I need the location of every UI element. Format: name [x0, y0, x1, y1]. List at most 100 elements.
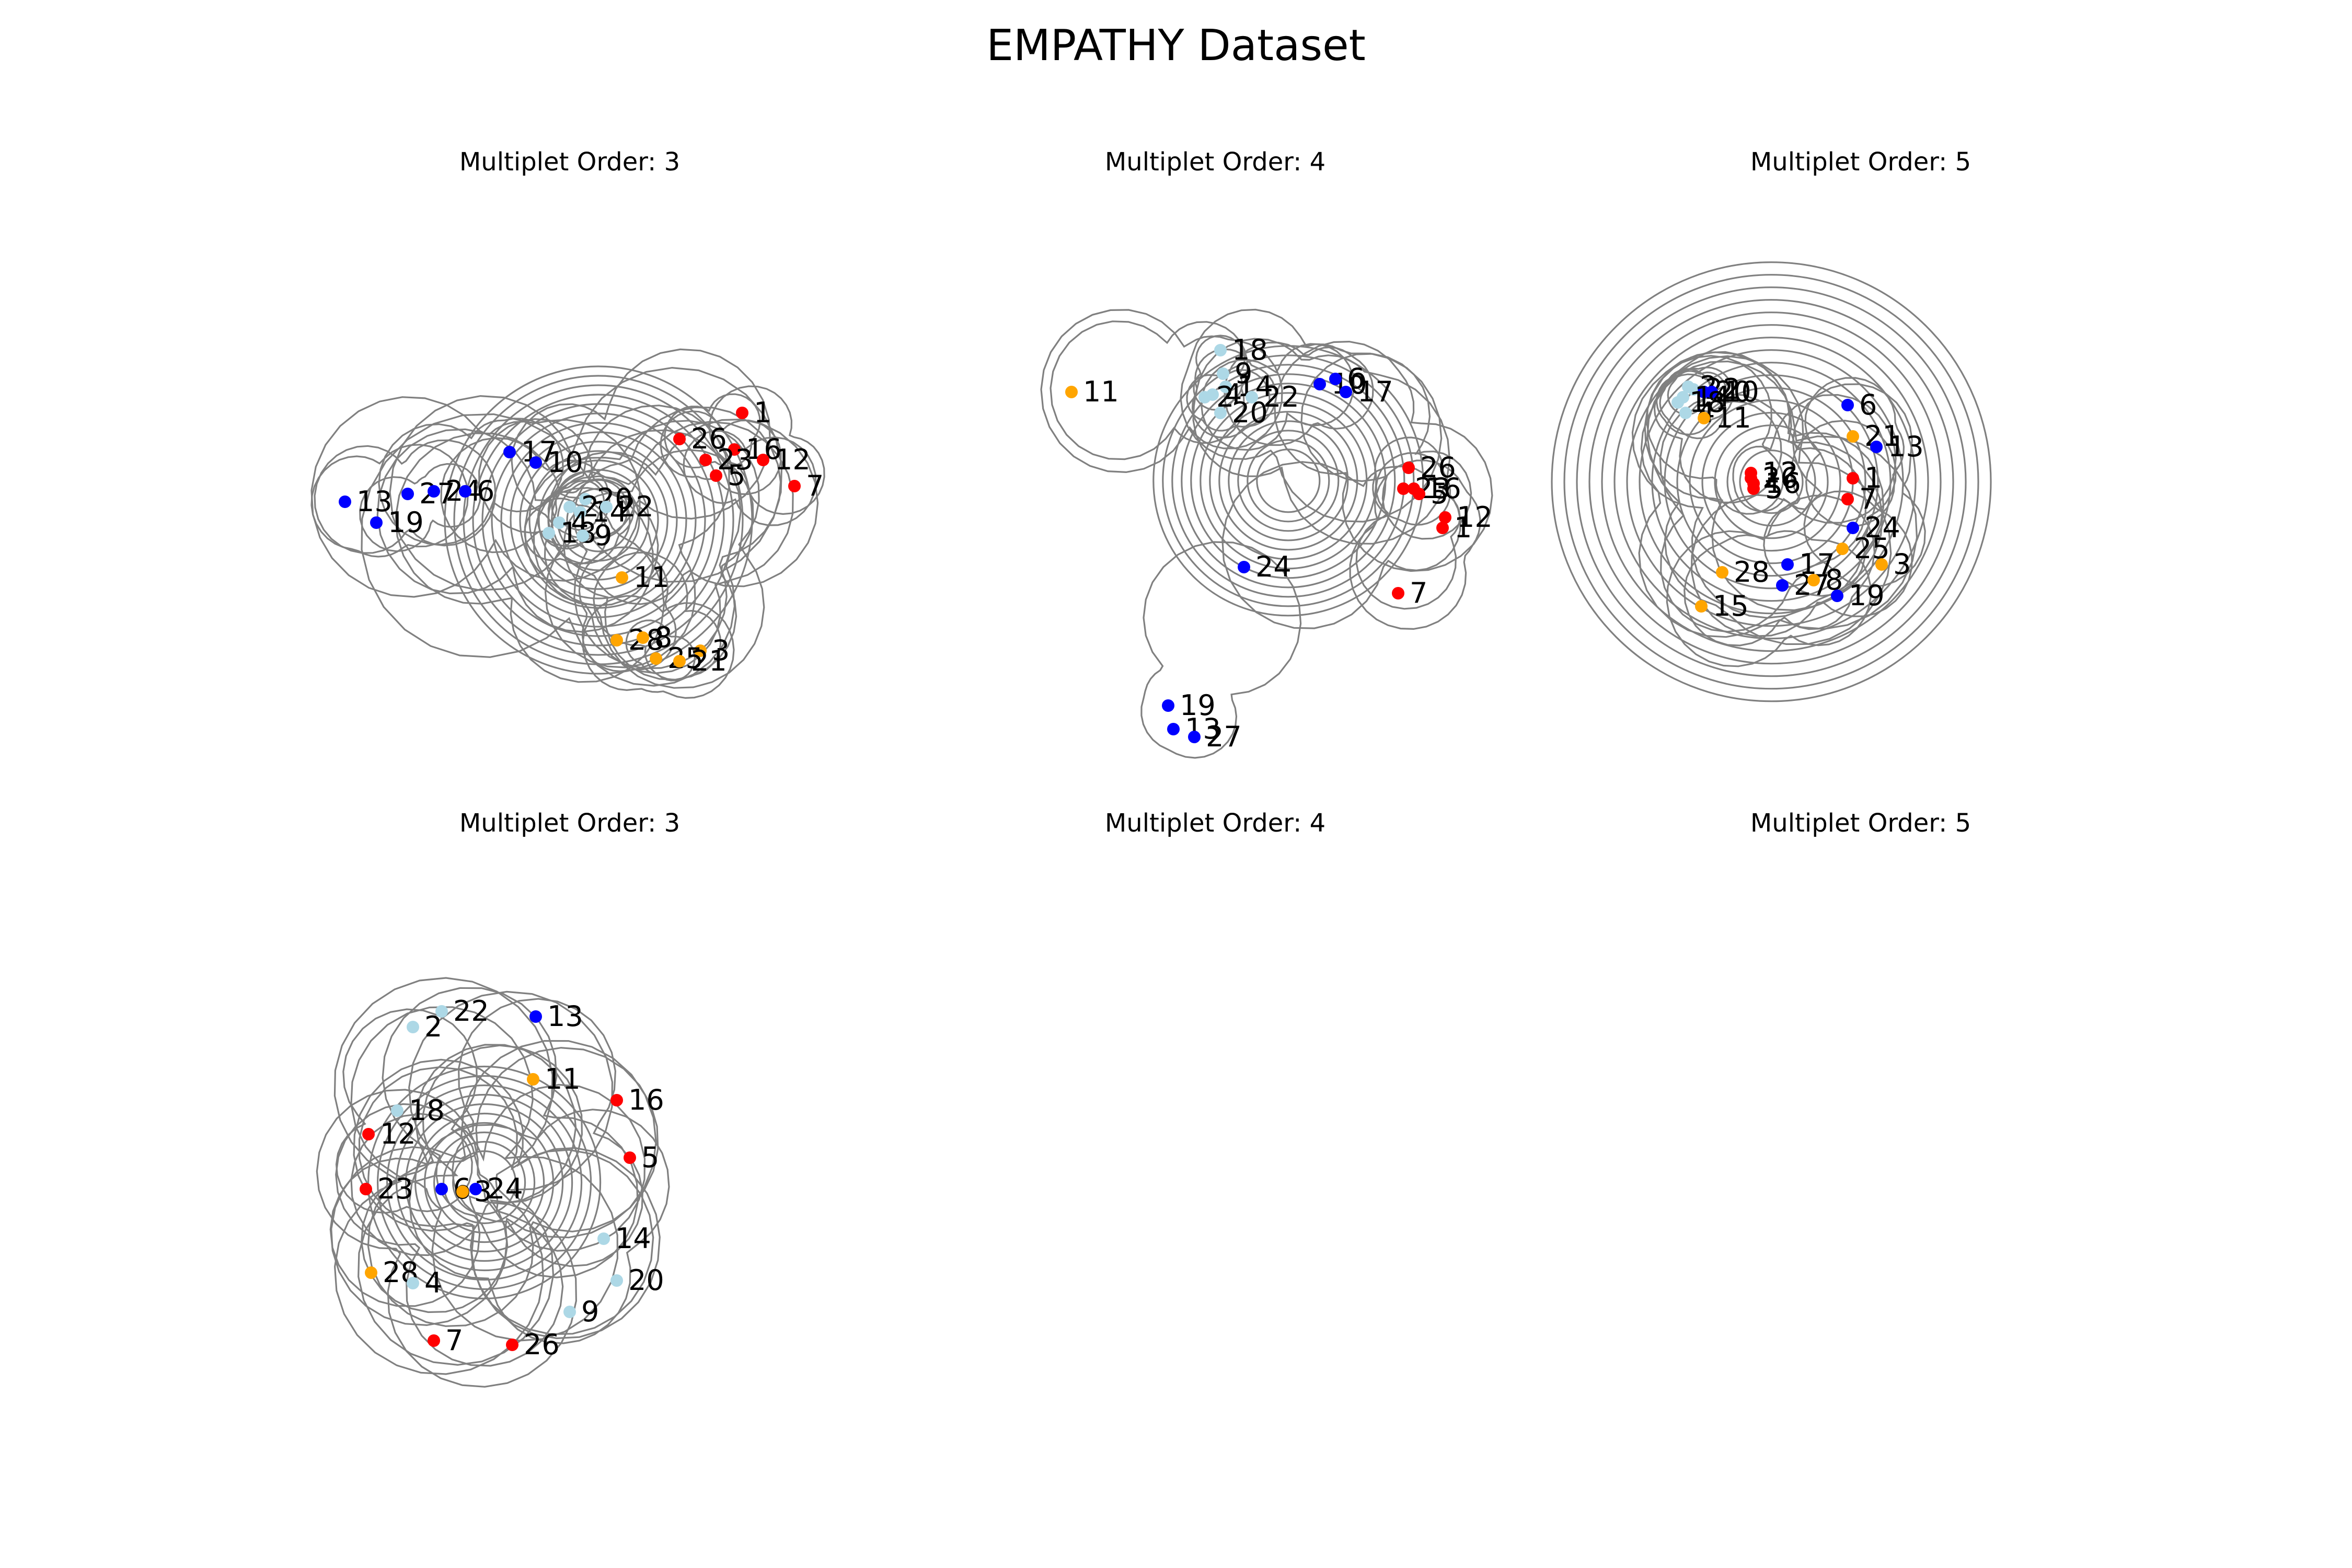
- hyperedge-ring: [414, 1112, 555, 1253]
- node-label-1: 1: [1864, 462, 1882, 494]
- node-label-18: 18: [409, 1094, 445, 1127]
- hypergraph-drawing-empty: [1537, 839, 2185, 1414]
- panel-multiplet-order-4-top: Multiplet Order: 4 18 9 14 4 2 22 20 11 10 6 17 26 2…: [891, 147, 1539, 759]
- hyperedge-ring: [1237, 430, 1340, 532]
- hyperedge-ring: [547, 469, 650, 571]
- node-label-19: 19: [388, 506, 424, 539]
- node-23: [360, 1183, 372, 1195]
- node-18: [391, 1104, 403, 1117]
- node-28: [610, 634, 623, 647]
- hyperedge-outline: [1372, 436, 1451, 526]
- node-label-9: 9: [581, 1295, 599, 1328]
- hyperedge-outline: [1646, 355, 1892, 645]
- node-label-14: 14: [1694, 381, 1731, 413]
- hyperedge-outline: [440, 437, 610, 554]
- hyperedge-ring: [1639, 349, 1904, 615]
- node-7: [428, 1334, 440, 1347]
- node-3: [694, 644, 707, 657]
- node-label-24: 24: [1864, 511, 1900, 544]
- node-label-12: 12: [775, 443, 811, 476]
- hyperedge-ring: [1247, 439, 1330, 523]
- node-9: [563, 1306, 576, 1318]
- node-7: [788, 480, 801, 492]
- node-20: [579, 493, 592, 505]
- node-label-6: 6: [477, 475, 494, 508]
- node-label-20: 20: [628, 1264, 664, 1297]
- hyperedge-ring: [405, 1103, 564, 1262]
- hyperedge-ring: [463, 384, 734, 656]
- node-label-26: 26: [691, 422, 727, 455]
- hyperedge-outline: [524, 420, 765, 689]
- hyperedge-ring: [1664, 374, 1879, 590]
- nodes: 2221311161812563242314282049726: [360, 995, 664, 1361]
- node-label-5: 5: [728, 459, 745, 492]
- node-26: [506, 1339, 518, 1351]
- node-17: [503, 446, 516, 458]
- node-6: [435, 1183, 448, 1195]
- node-22: [435, 1005, 448, 1018]
- node-label-13: 13: [356, 485, 393, 518]
- hyperedge-ring: [1162, 354, 1415, 607]
- node-19: [1162, 699, 1174, 712]
- node-label-26: 26: [1420, 451, 1456, 484]
- hyperedge-outline: [1040, 309, 1283, 474]
- hyperedge-ring: [1551, 261, 1992, 702]
- node-21: [673, 655, 686, 667]
- node-28: [1716, 566, 1728, 579]
- hypergraph-drawing: 2221311161812563242314282049726: [316, 977, 670, 1388]
- node-label-2: 2: [581, 490, 599, 523]
- node-26: [673, 433, 686, 445]
- hyperedge-ring: [443, 1140, 526, 1225]
- node-17: [1340, 386, 1352, 398]
- node-15: [1695, 600, 1708, 613]
- hyperedges: [1040, 308, 1493, 759]
- node-10: [529, 456, 542, 469]
- node-4: [1679, 407, 1692, 419]
- hyperedge-outline: [1646, 355, 1784, 515]
- hyperedge-outline: [1644, 351, 1885, 612]
- panel-title: Multiplet Order: 5: [1750, 147, 1971, 177]
- hyperedge-ring: [566, 488, 631, 552]
- node-9: [1217, 367, 1229, 380]
- node-label-22: 22: [1263, 381, 1299, 413]
- node-label-23: 23: [377, 1172, 413, 1205]
- hyperedge-ring: [1218, 411, 1358, 551]
- node-label-23: 23: [717, 443, 753, 476]
- node-11: [1698, 412, 1710, 424]
- node-label-4: 4: [424, 1266, 442, 1299]
- node-label-26: 26: [524, 1328, 560, 1361]
- hyperedge-ring: [1576, 286, 1967, 677]
- panel-multiplet-order-4-bottom: Multiplet Order: 4: [891, 809, 1539, 1398]
- node-5: [1747, 482, 1760, 495]
- hyperedge-ring: [386, 1084, 583, 1281]
- node-16: [610, 1094, 623, 1106]
- node-20: [1214, 407, 1227, 419]
- hyperedge-ring: [528, 450, 668, 590]
- node-8: [637, 631, 649, 644]
- hyperedge-ring: [452, 1150, 517, 1215]
- node-4: [553, 516, 566, 529]
- node-23: [699, 454, 712, 466]
- node-10: [1705, 386, 1718, 398]
- hyperedge-outline: [1300, 353, 1472, 540]
- node-label-13: 13: [1888, 430, 1924, 463]
- figure-title: EMPATHY Dataset: [986, 21, 1366, 71]
- hyperedge-outline: [1631, 351, 1884, 619]
- node-18: [543, 527, 555, 539]
- node-13: [1167, 723, 1180, 735]
- node-label-17: 17: [1357, 375, 1393, 408]
- node-13: [1870, 441, 1883, 453]
- panel-multiplet-order-5-top: Multiplet Order: 5 222201014184111226165…: [1537, 147, 2185, 737]
- hyperedge-ring: [481, 403, 716, 637]
- hyperedge-outline: [359, 463, 481, 552]
- hypergraph-drawing-empty: [891, 839, 1539, 1414]
- node-label-19: 19: [1849, 579, 1885, 612]
- node-24: [1847, 522, 1859, 534]
- node-1: [1436, 522, 1449, 534]
- hyperedge-outline: [361, 413, 742, 687]
- node-25: [1836, 543, 1849, 555]
- node-label-13: 13: [547, 1000, 583, 1033]
- node-8: [1807, 574, 1820, 586]
